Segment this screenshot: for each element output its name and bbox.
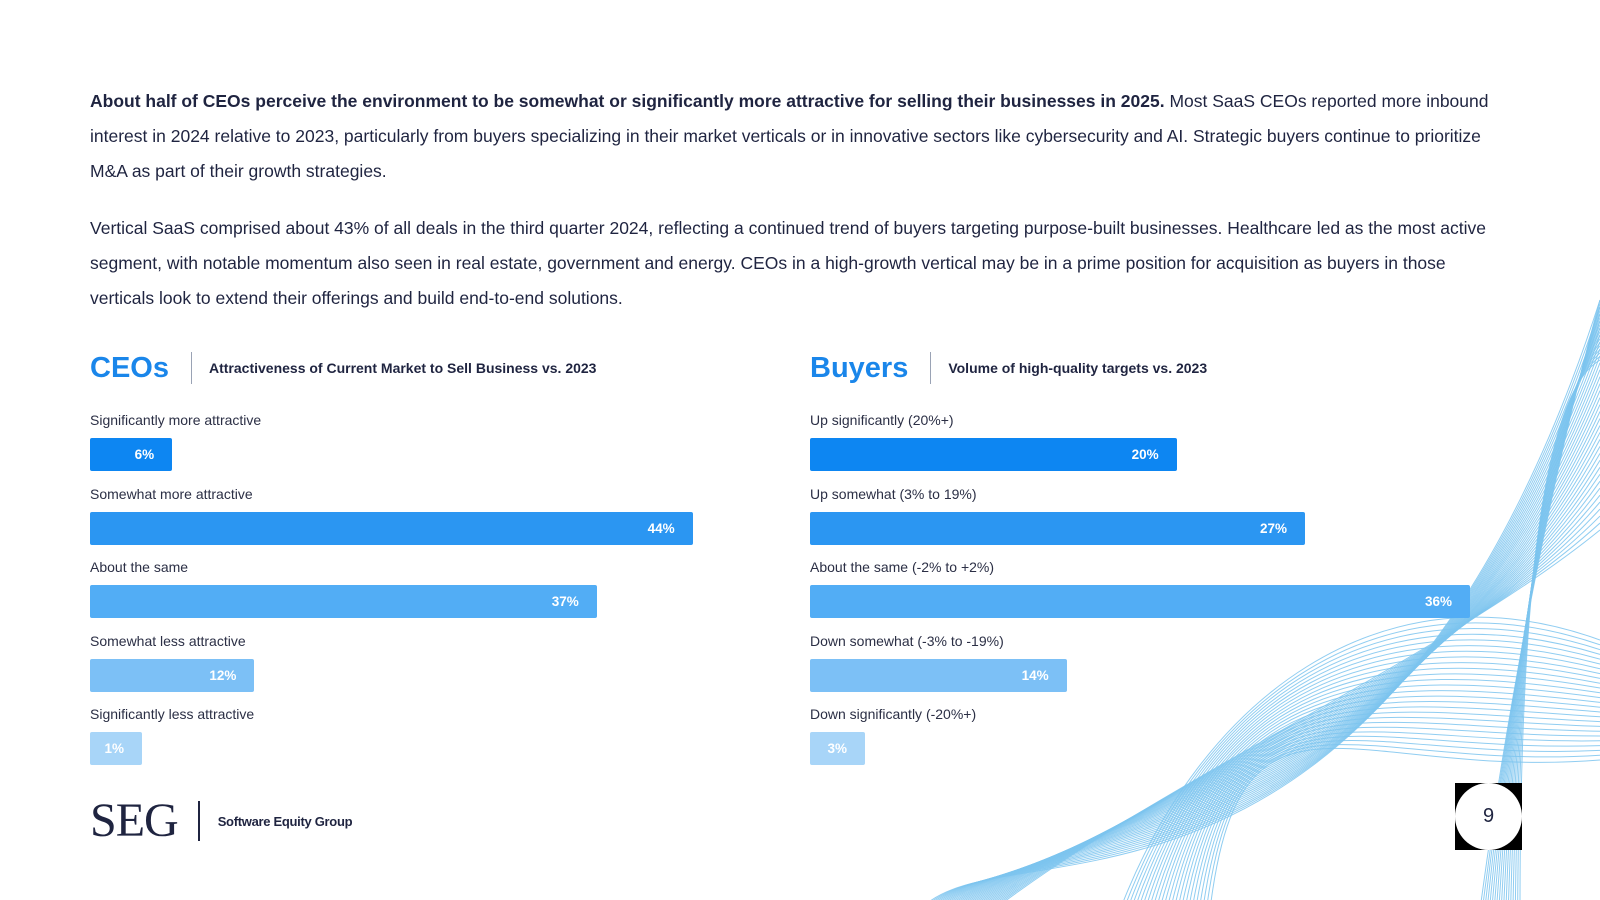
ceos-bar-row: About the same 37% [90,557,597,618]
wave-line [1005,529,1600,900]
buyers-bar-row: Up significantly (20%+) 20% [810,410,1177,471]
ceos-bar: 12% [90,658,255,692]
wave-line [1179,706,1600,900]
wave-line [992,487,1600,900]
wave-line [999,508,1600,900]
ceos-bar-label: Significantly more attractive [90,412,262,428]
ceos-bar-label: Significantly less attractive [90,706,255,722]
ceos-header-divider [190,352,192,384]
wave-line [1165,684,1600,900]
ceos-chart-subtitle: Attractiveness of Current Market to Sell… [208,360,597,376]
ceos-chart-title: CEOs [90,351,169,384]
wave-line [1130,628,1600,900]
page-number: 9 [1455,783,1522,850]
buyers-bar-label: Down significantly (-20%+) [810,706,977,722]
ceos-bar-row: Somewhat more attractive 44% [90,484,693,545]
buyers-bar-label: Up somewhat (3% to 19%) [810,485,977,502]
ceos-bar-value: 44% [647,520,675,536]
intro-text: About half of CEOs perceive the environm… [90,84,1490,338]
wave-line [1154,667,1600,900]
ceos-bar: 6% [90,438,173,471]
wave-line [1137,639,1600,900]
logo-divider [197,801,200,841]
buyers-bar-row: Up somewhat (3% to 19%) 27% [810,484,1305,545]
page-number-badge: 9 [1455,783,1522,850]
intro-highlight: About half of CEOs perceive the environm… [90,91,1165,111]
wave-line [1161,678,1600,900]
wave-line [980,453,1600,900]
wave-line [1001,515,1600,900]
ceos-bar-value: 1% [104,741,124,756]
seg-logo: SEG Software Equity Group [90,794,353,847]
buyers-bar-label: Up significantly (20%+) [810,412,954,428]
ceos-bar-value: 37% [551,594,579,609]
wave-line [1186,716,1600,900]
wave-line [1203,740,1600,900]
buyers-bar-value: 3% [827,741,847,756]
wave-line [994,494,1600,900]
wave-line [1175,701,1600,900]
ceos-chart: CEOs Attractiveness of Current Market to… [90,350,750,765]
wave-line [1193,726,1600,900]
buyers-bar-value: 14% [1021,667,1049,683]
buyers-bar-value: 20% [1131,447,1159,462]
wave-line [1510,345,1600,900]
buyers-chart-header: Buyers Volume of high-quality targets vs… [810,350,1490,386]
wave-line [1182,711,1600,900]
buyers-chart-subtitle: Volume of high-quality targets vs. 2023 [948,360,1208,376]
seg-logo-text: Software Equity Group [217,813,353,829]
wave-line [1140,645,1600,900]
ceos-bar-row: Significantly less attractive 1% [90,704,255,765]
wave-line [974,432,1600,900]
ceos-bar: 1% [90,732,142,765]
buyers-bar-row: About the same (-2% to +2%) 36% [810,557,1470,618]
wave-line [1133,633,1600,900]
buyers-bar-row: Down somewhat (-3% to -19%) 14% [810,631,1067,692]
intro-paragraph-1-body: Most SaaS CEOs reported more inbound int… [90,91,1489,181]
wave-line [1189,721,1600,900]
buyers-chart: Buyers Volume of high-quality targets vs… [810,350,1490,765]
buyers-bar-value: 27% [1259,520,1287,536]
ceos-chart-header: CEOs Attractiveness of Current Market to… [90,350,750,386]
ceos-bar-label: Somewhat more attractive [90,485,253,502]
intro-paragraph-1: About half of CEOs perceive the environm… [90,84,1490,189]
wave-line [1158,673,1600,900]
ceos-bar-row: Somewhat less attractive 12% [90,631,255,692]
ceos-bar-row: Significantly more attractive 6% [90,410,262,471]
wave-line [1210,747,1600,900]
buyers-bar-row: Down significantly (-20%+) 3% [810,704,977,765]
ceos-bar-value: 12% [209,667,237,683]
buyers-header-divider [930,352,932,384]
buyers-bar: 14% [810,658,1067,692]
wave-line [1147,656,1600,900]
ceos-bar-label: Somewhat less attractive [90,632,246,649]
buyers-bar: 20% [810,438,1177,471]
ceos-bar: 37% [90,585,597,618]
wave-line [983,460,1600,900]
ceos-bar: 44% [90,511,693,545]
buyers-chart-title: Buyers [810,351,909,384]
wave-line [987,473,1600,900]
wave-line [1196,731,1600,900]
wave-line [1151,662,1600,900]
wave-line [1144,650,1600,900]
intro-paragraph-2: Vertical SaaS comprised about 43% of all… [90,218,1486,308]
buyers-bar-value: 36% [1424,594,1452,609]
buyers-bar: 27% [810,511,1305,545]
buyers-bar-label: About the same (-2% to +2%) [810,559,995,575]
buyers-bar-label: Down somewhat (-3% to -19%) [810,632,1004,649]
seg-logo-mark: SEG [90,794,179,847]
wave-line [1168,690,1600,900]
ceos-bar-label: About the same [90,559,189,575]
buyers-bar: 36% [810,585,1470,618]
wave-line [1172,695,1600,900]
wave-line [1200,735,1600,900]
buyers-bar: 3% [810,732,865,765]
ceos-bar-value: 6% [134,447,155,462]
wave-line [1123,616,1600,900]
wave-line [1126,622,1600,900]
